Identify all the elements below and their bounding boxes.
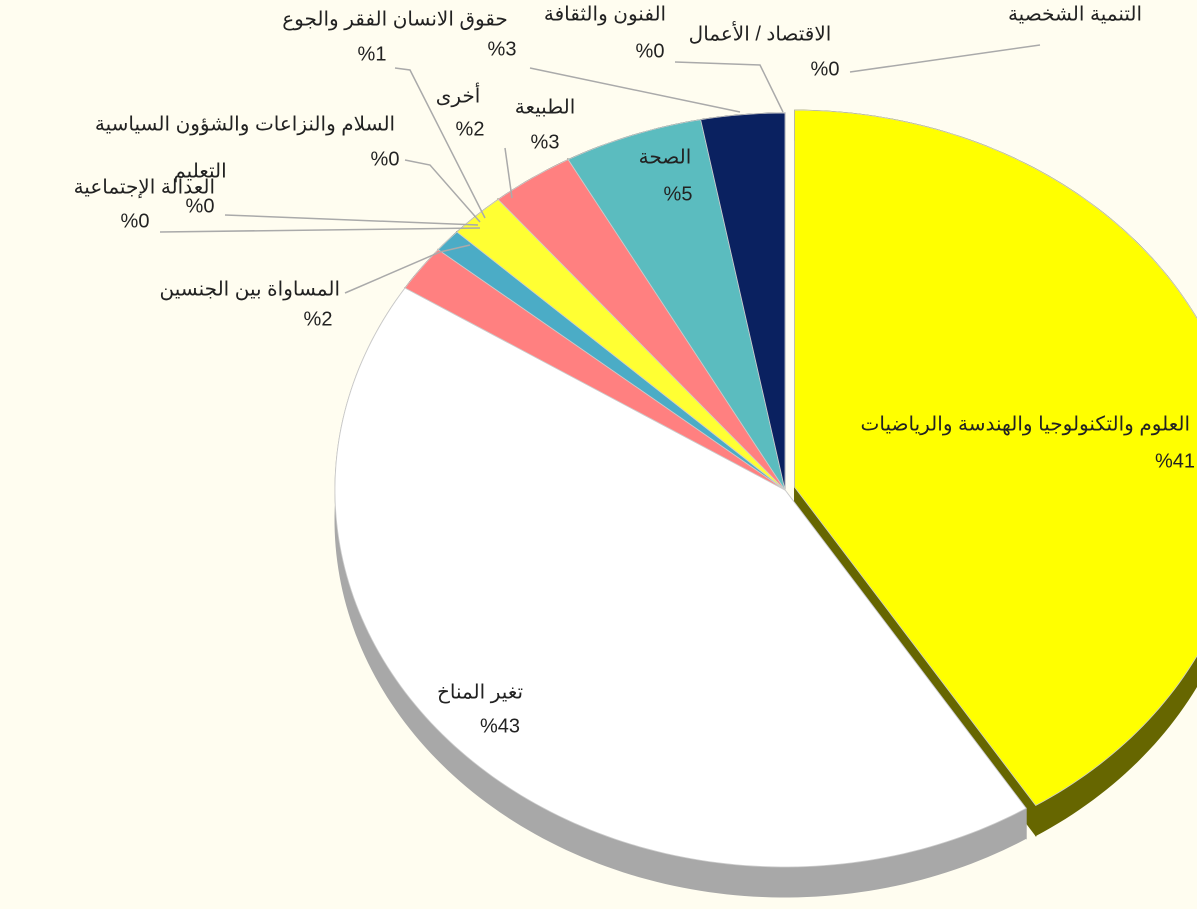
slice-value-label: %41: [1155, 450, 1195, 472]
leader-line: [849, 44, 1041, 73]
slice-value-label: %0: [121, 210, 150, 232]
slice-value-label: %0: [811, 58, 840, 80]
leader-line: [504, 147, 513, 199]
slice: [567, 119, 786, 491]
slice-label: الفنون والثقافة: [544, 3, 666, 25]
slice-label: الصحة: [639, 146, 692, 168]
slice: [700, 112, 786, 491]
leader-line: [404, 159, 481, 223]
slice-value-label: %3: [531, 131, 560, 153]
leader-line: [224, 214, 479, 226]
slice-value-label: %5: [664, 183, 693, 205]
slice-label: المساواة بين الجنسين: [160, 278, 340, 300]
slice: [334, 287, 1027, 868]
slice: [497, 159, 786, 491]
slice-label: التنمية الشخصية: [1008, 3, 1142, 25]
leader-line: [344, 244, 471, 294]
slice-value-label: %0: [371, 148, 400, 170]
slice-label: التعليم: [173, 160, 226, 182]
slice-value-label: %1: [358, 43, 387, 65]
slice: [404, 249, 786, 491]
slice-label: العلوم والتكنولوجيا والهندسة والرياضيات: [861, 413, 1190, 435]
leader-line: [674, 61, 784, 113]
slice-label: تغير المناخ: [437, 681, 523, 703]
slice-label: أخرى: [436, 82, 481, 107]
slice-label: الاقتصاد / الأعمال: [689, 21, 832, 45]
slice-value-label: %2: [456, 118, 485, 140]
pie-labels: العلوم والتكنولوجيا والهندسة والرياضيات%…: [74, 3, 1195, 737]
slice-label: حقوق الانسان الفقر والجوع: [282, 8, 508, 30]
slice-label: الطبيعة: [515, 96, 576, 118]
slice-value-label: %43: [480, 715, 520, 737]
slice-value-label: %0: [636, 40, 665, 62]
slice-value-label: %2: [304, 308, 333, 330]
slice-value-label: %0: [186, 195, 215, 217]
slice: [456, 198, 786, 491]
pie-tops: [334, 109, 1197, 868]
leader-line: [394, 67, 486, 219]
slice-label: العدالة الإجتماعية: [74, 176, 215, 198]
slice: [794, 109, 1197, 807]
leader-line: [529, 67, 741, 113]
leader-line: [159, 227, 481, 233]
slice-label: السلام والنزاعات والشؤون السياسية: [95, 113, 395, 135]
slice-value-label: %3: [488, 38, 517, 60]
